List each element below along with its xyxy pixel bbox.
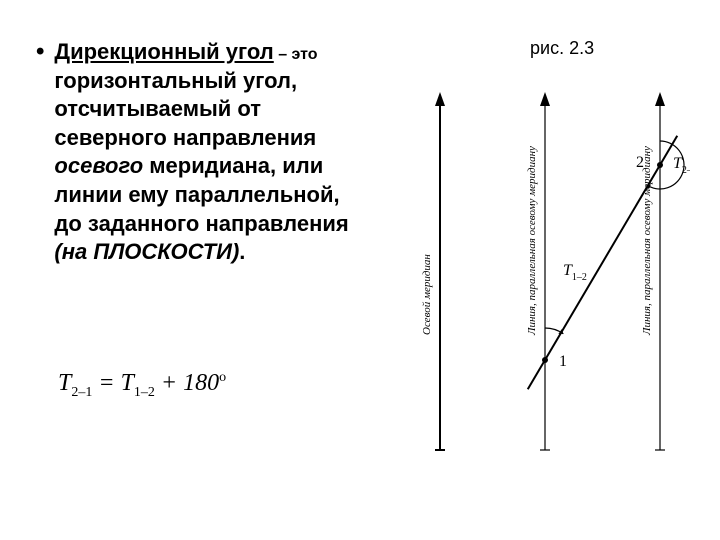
- figure-caption: рис. 2.3: [530, 38, 594, 59]
- term: Дирекционный угол: [54, 39, 273, 64]
- formula-plus: + 180: [155, 370, 219, 396]
- term-dash: – это: [274, 46, 318, 63]
- svg-text:Осевой меридиан: Осевой меридиан: [421, 254, 433, 335]
- formula-sub1: 2–1: [71, 385, 92, 400]
- svg-text:2: 2: [636, 154, 644, 171]
- bullet-row: • Дирекционный угол – это горизонтальный…: [36, 38, 356, 267]
- definition-text: Дирекционный угол – это горизонтальный у…: [54, 38, 356, 267]
- svg-text:Линия, параллельная осевому ме: Линия, параллельная осевому меридиану: [641, 146, 653, 336]
- body-part1: горизонтальный угол, отсчитываемый от се…: [54, 68, 316, 150]
- plane-word: (на ПЛОСКОСТИ): [54, 239, 239, 264]
- svg-text:Линия, параллельная осевому ме: Линия, параллельная осевому меридиану: [526, 146, 538, 336]
- formula-T2: T: [121, 370, 134, 396]
- formula-sub2: 1–2: [134, 385, 155, 400]
- diagram-svg: Осевой меридиан Линия, параллельная осево…: [390, 70, 690, 470]
- axial-word: осевого: [54, 153, 143, 178]
- svg-text:T2–1: T2–1: [673, 155, 690, 176]
- period: .: [239, 239, 245, 264]
- definition-block: • Дирекционный угол – это горизонтальный…: [36, 38, 356, 267]
- formula-deg: o: [219, 370, 226, 385]
- svg-text:T1–2: T1–2: [563, 262, 587, 283]
- bullet-marker: •: [36, 38, 44, 67]
- formula-eq: =: [92, 370, 120, 396]
- formula: T2–1 = T1–2 + 180o: [58, 370, 226, 401]
- svg-text:1: 1: [559, 353, 567, 370]
- formula-T1: T: [58, 370, 71, 396]
